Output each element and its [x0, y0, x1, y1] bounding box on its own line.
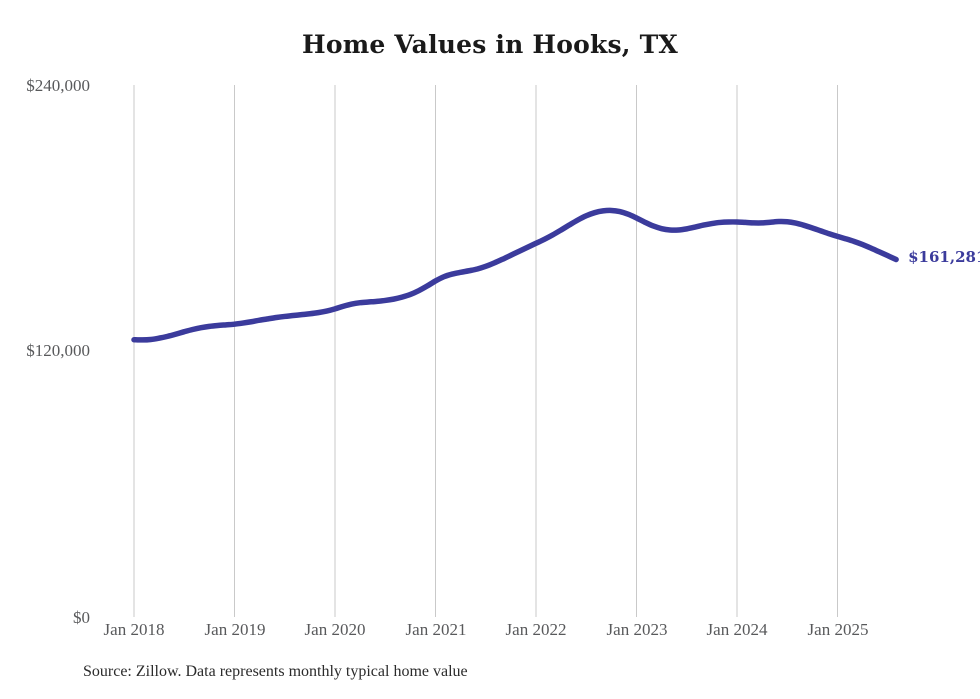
y-axis-tick-label-0: $0 [73, 608, 90, 627]
x-axis-tick-label-jan-2022: Jan 2022 [505, 620, 567, 639]
gridlines [133, 85, 838, 617]
y-axis-tick-label-240000: $240,000 [26, 76, 90, 95]
x-axis-tick-label-jan-2019: Jan 2019 [204, 620, 266, 639]
end-value-annotation: $161,281 [908, 248, 980, 267]
x-axis-tick-label-jan-2025: Jan 2025 [807, 620, 869, 639]
source-note: Source: Zillow. Data represents monthly … [83, 663, 468, 680]
x-axis-tick-label-jan-2023: Jan 2023 [606, 620, 668, 639]
x-axis-tick-label-jan-2018: Jan 2018 [103, 620, 165, 639]
x-axis-tick-label-jan-2020: Jan 2020 [304, 620, 366, 639]
chart-title: Home Values in Hooks, TX [302, 30, 678, 59]
x-axis-tick-label-jan-2021: Jan 2021 [405, 620, 467, 639]
x-axis-tick-label-jan-2024: Jan 2024 [706, 620, 768, 639]
y-axis-tick-label-120000: $120,000 [26, 341, 90, 360]
data-line-typical-home-value [131, 207, 899, 343]
